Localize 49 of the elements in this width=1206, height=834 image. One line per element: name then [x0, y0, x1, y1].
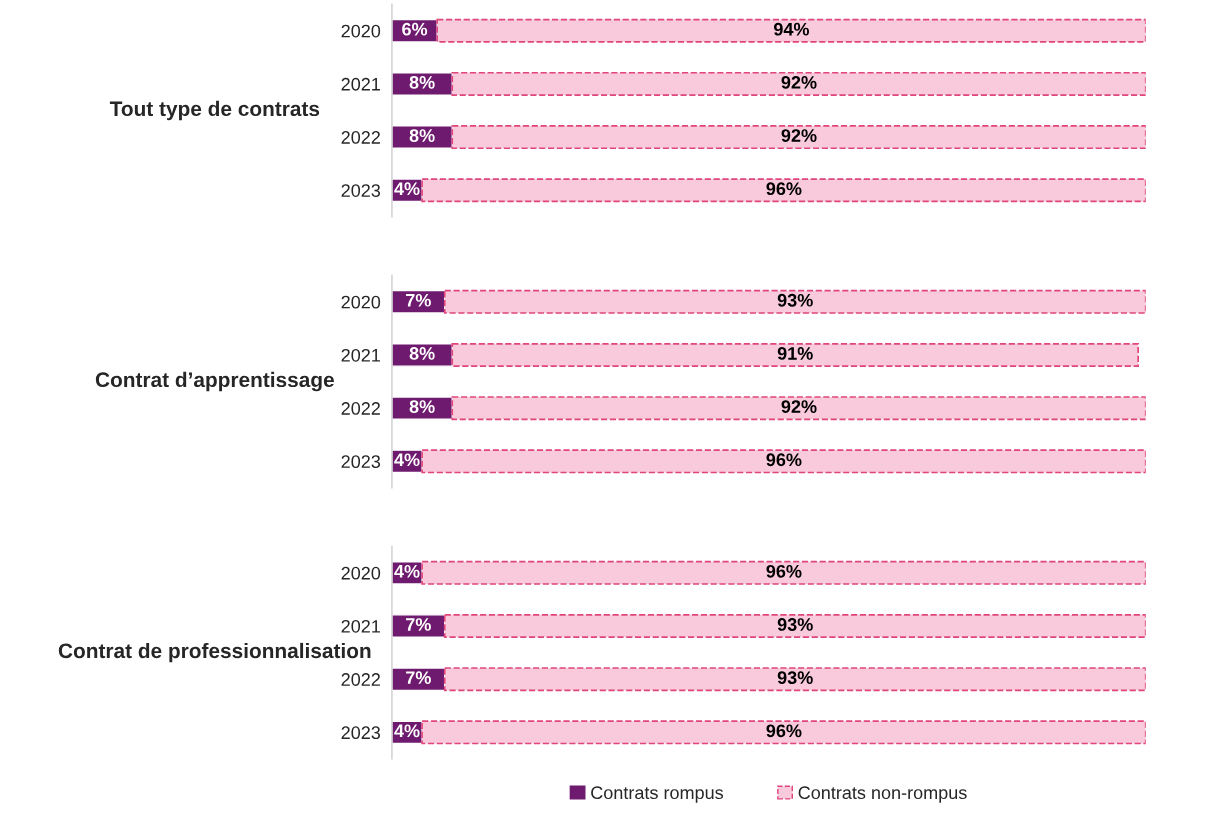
data-label: 96%	[766, 564, 802, 578]
y-tick-label: 2020	[341, 566, 381, 580]
y-tick-label: 2021	[341, 77, 380, 91]
y-tick-label: 2022	[341, 402, 380, 415]
data-label: 93%	[777, 618, 813, 631]
bar	[421, 178, 1146, 203]
y-tick-label: 2020	[341, 295, 381, 309]
data-label: 96%	[766, 453, 802, 467]
data-label: 91%	[777, 347, 813, 360]
data-label: 93%	[777, 293, 813, 307]
data-label: 8%	[409, 129, 435, 142]
data-label: 7%	[406, 671, 431, 684]
data-label: 7%	[406, 293, 431, 307]
legend-label: Contrats rompus	[591, 786, 724, 803]
y-tick-label: 2022	[341, 131, 380, 144]
data-label: 7%	[406, 618, 431, 631]
y-tick-label: 2021	[341, 619, 380, 633]
y-tick-label: 2023	[341, 726, 381, 740]
legend-label: Contrats non-rompus	[798, 786, 967, 803]
data-label: 6%	[402, 22, 428, 36]
bar	[436, 18, 1146, 43]
y-tick-label: 2020	[341, 24, 381, 38]
bar	[451, 342, 1139, 367]
bar	[443, 289, 1146, 314]
data-label: 93%	[777, 671, 813, 685]
data-label: 4%	[394, 724, 420, 738]
data-label: 92%	[781, 75, 817, 89]
data-label: 94%	[774, 22, 810, 36]
data-label: 96%	[766, 724, 802, 738]
data-label: 92%	[781, 400, 817, 413]
data-label: 96%	[766, 182, 802, 196]
data-label: 4%	[394, 564, 420, 578]
y-axis-title: Contrat d’apprentissage	[95, 371, 334, 392]
y-axis-title: Contrat de professionnalisation	[58, 642, 371, 663]
y-tick-label: 2021	[341, 348, 380, 362]
bar	[451, 396, 1146, 421]
bar	[451, 71, 1146, 96]
data-label: 92%	[781, 129, 817, 142]
y-tick-label: 2023	[341, 455, 381, 469]
data-label: 4%	[394, 453, 420, 467]
y-tick-label: 2023	[341, 184, 381, 197]
data-label: 8%	[409, 400, 435, 413]
data-label: 4%	[394, 182, 420, 196]
bar	[421, 449, 1146, 474]
y-tick-label: 2022	[341, 673, 380, 686]
data-label: 8%	[409, 347, 435, 360]
y-axis-title: Tout type de contrats	[109, 100, 320, 121]
data-label: 8%	[409, 75, 435, 89]
bar	[451, 125, 1146, 150]
